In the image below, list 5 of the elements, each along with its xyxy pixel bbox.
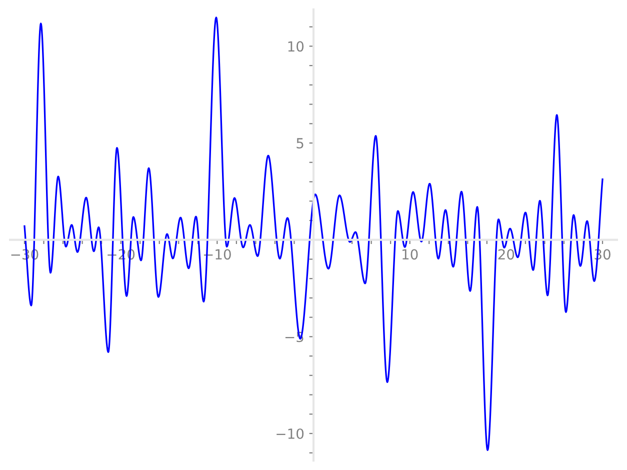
- y-tick-label: −10: [276, 428, 304, 439]
- x-tick-label: 10: [402, 249, 418, 260]
- y-tick-label: 10: [288, 41, 304, 52]
- y-tick-label: 5: [296, 138, 304, 148]
- x-tick-label: 20: [498, 249, 514, 260]
